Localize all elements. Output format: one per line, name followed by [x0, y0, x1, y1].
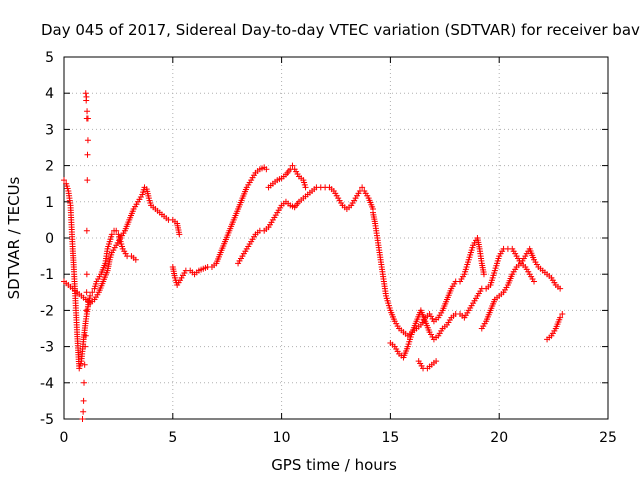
- x-tick-label: 15: [381, 430, 399, 446]
- x-axis-label: GPS time / hours: [271, 456, 397, 474]
- y-tick-label: 0: [45, 231, 54, 247]
- data-point-track-a: [87, 292, 94, 299]
- ticks: 0 5 10 15 20 25 -5 -4 -3 -2 -1 0 1 2 3 4 5: [40, 50, 617, 446]
- y-tick-label: 1: [45, 195, 54, 211]
- data-point-spike: [83, 93, 90, 100]
- data-point-track-a: [89, 289, 96, 296]
- data-point-track-d: [359, 184, 366, 191]
- data-point-track-b: [176, 231, 183, 238]
- data-point-track-h: [433, 358, 440, 365]
- y-tick-label: -1: [40, 267, 54, 283]
- data-point-spike: [81, 361, 88, 368]
- y-tick-label: -5: [40, 412, 54, 428]
- data-point-track-j: [557, 314, 564, 321]
- y-tick-label: -2: [40, 303, 54, 319]
- data-point-spike: [84, 137, 91, 144]
- data-point-track-a: [132, 256, 139, 263]
- data-point-spike: [83, 271, 90, 278]
- data-point-spike: [79, 416, 86, 422]
- data-point-track-a: [113, 227, 120, 234]
- data-point-track-f: [480, 271, 487, 278]
- y-axis-label: SDTVAR / TECUs: [5, 176, 23, 299]
- x-tick-label: 25: [599, 430, 617, 446]
- data-point-spike: [83, 307, 90, 314]
- x-tick-label: 5: [168, 430, 177, 446]
- y-tick-label: 3: [45, 122, 54, 138]
- data-point-spike: [83, 289, 90, 296]
- data-point-spike: [84, 151, 91, 158]
- grid: [64, 57, 608, 419]
- data-point-spike: [80, 397, 87, 404]
- y-tick-label: -4: [40, 376, 54, 392]
- data-point-spike: [82, 90, 89, 97]
- data-marks: [61, 90, 566, 422]
- y-tick-label: 5: [45, 50, 54, 66]
- data-point-spike: [84, 177, 91, 184]
- data-point-track-g: [557, 285, 564, 292]
- x-tick-label: 10: [273, 430, 291, 446]
- x-tick-label: 0: [60, 430, 69, 446]
- data-point-spike: [84, 115, 91, 122]
- x-tick-label: 20: [490, 430, 508, 446]
- data-point-spike: [83, 227, 90, 234]
- data-point-spike: [81, 379, 88, 386]
- data-point-track-e: [289, 162, 296, 169]
- chart-title: Day 045 of 2017, Sidereal Day-to-day VTE…: [41, 21, 640, 39]
- data-point-spike: [82, 332, 89, 339]
- data-point-spike: [84, 108, 91, 115]
- data-point-track-a: [108, 231, 115, 238]
- data-point-track-e: [302, 184, 309, 191]
- data-point-track-a: [61, 177, 67, 184]
- y-tick-label: -3: [40, 340, 54, 356]
- y-tick-label: 2: [45, 159, 54, 175]
- data-point-track-i: [531, 278, 538, 285]
- data-point-track-c: [263, 166, 270, 173]
- data-point-track-j: [559, 311, 566, 318]
- y-tick-label: 4: [45, 86, 54, 102]
- data-point-spike: [80, 408, 87, 415]
- data-point-spike: [82, 343, 89, 350]
